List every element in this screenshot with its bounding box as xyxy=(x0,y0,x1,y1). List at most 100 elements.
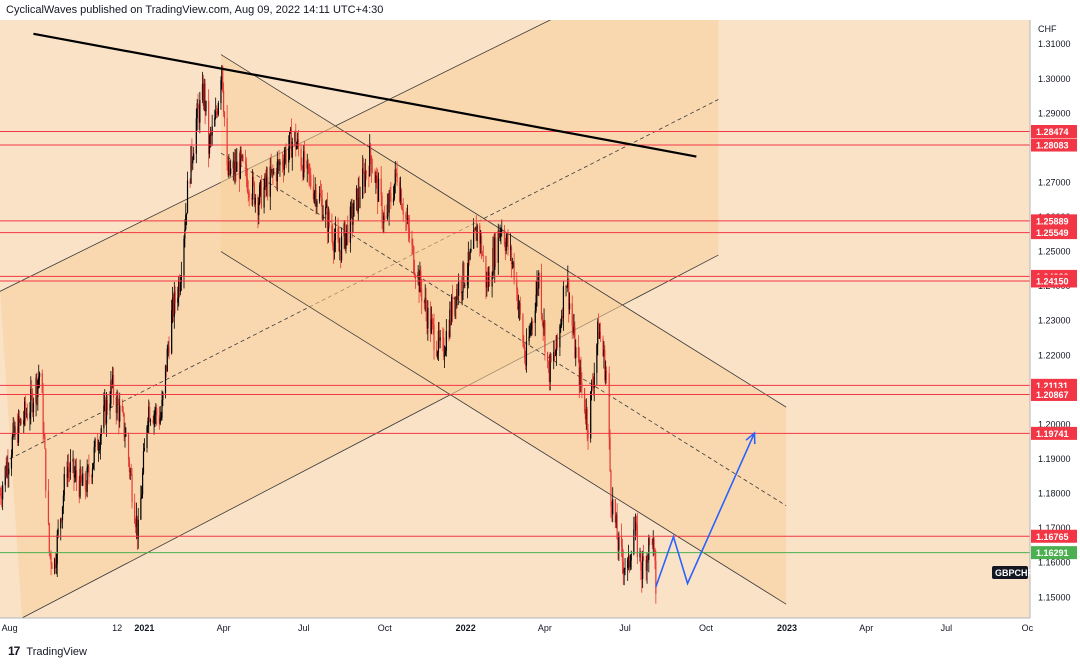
candle-body xyxy=(74,475,76,478)
candle-body xyxy=(599,331,601,339)
time-tick-label: 2021 xyxy=(134,623,154,633)
candle-body xyxy=(130,470,132,475)
candle-body xyxy=(353,200,355,217)
candle-body xyxy=(475,227,477,241)
candle-body xyxy=(500,231,502,232)
candle-body xyxy=(468,251,470,260)
candle-body xyxy=(24,401,27,415)
candle-body xyxy=(571,303,573,326)
candle-body xyxy=(69,461,72,473)
falling-channel-center-line xyxy=(220,152,787,506)
candle-body xyxy=(497,230,499,263)
gbpchf-chart[interactable]: CHF 1.310001.300001.290001.280001.270001… xyxy=(0,20,1080,638)
candle-body xyxy=(590,384,593,392)
candle-body xyxy=(238,161,241,179)
candle-body xyxy=(94,438,96,447)
candle-body xyxy=(411,238,413,246)
candle-body xyxy=(177,297,179,303)
candle-body xyxy=(29,412,31,419)
candle-body xyxy=(629,560,631,568)
candle-body xyxy=(285,150,287,163)
price-tick-label: 1.27000 xyxy=(1038,177,1071,187)
candle-body xyxy=(535,294,537,311)
candle-body xyxy=(322,214,324,220)
candle-body xyxy=(315,189,317,207)
candle-body xyxy=(30,389,32,413)
candle-body xyxy=(506,235,508,242)
candle-body xyxy=(165,365,167,372)
candle-body xyxy=(448,331,450,337)
candle-body xyxy=(75,470,77,476)
price-tick-label: 1.22000 xyxy=(1038,350,1071,360)
candle-body xyxy=(536,281,538,295)
candle-body xyxy=(437,330,440,353)
candle-body xyxy=(78,480,80,497)
candle-body xyxy=(394,169,396,184)
candle-body xyxy=(376,175,378,176)
time-tick-label: Jul xyxy=(298,623,310,633)
candle-body xyxy=(368,173,370,176)
candle-body xyxy=(75,470,78,481)
candle-body xyxy=(245,161,247,165)
candle-body xyxy=(240,150,242,159)
candle-body xyxy=(269,166,271,197)
currency-label: CHF xyxy=(1038,24,1057,34)
candle-body xyxy=(642,556,644,579)
candle-body xyxy=(561,316,564,319)
projection-path xyxy=(655,432,756,588)
candle-body xyxy=(482,255,484,257)
candle-body xyxy=(61,518,63,521)
candle-body xyxy=(498,230,500,238)
time-tick-label: Apr xyxy=(217,623,231,633)
time-tick-label: Apr xyxy=(538,623,552,633)
time-axis[interactable] xyxy=(0,618,1030,638)
candle-body xyxy=(340,250,342,261)
candle-body xyxy=(99,436,101,450)
trend-lines xyxy=(33,32,697,158)
candle-body xyxy=(541,314,543,322)
candle-body xyxy=(241,155,243,159)
candle-body xyxy=(137,519,139,539)
candle-body xyxy=(239,150,241,179)
candle-body xyxy=(455,296,457,306)
candle-body xyxy=(192,159,194,164)
candle-body xyxy=(554,354,557,356)
candle-body xyxy=(405,214,407,219)
candle-body xyxy=(67,467,69,478)
candle-body xyxy=(327,211,329,232)
candle-body xyxy=(203,83,205,106)
candle-body xyxy=(62,495,64,507)
candle-body xyxy=(480,236,483,255)
candle-body xyxy=(357,187,359,212)
candle-body xyxy=(325,207,327,215)
candle-body xyxy=(653,538,655,549)
candle-body xyxy=(345,232,347,249)
candle-body xyxy=(227,164,229,175)
candle-body xyxy=(431,319,433,321)
candle-body xyxy=(273,172,275,174)
candle-body xyxy=(222,66,224,91)
candle-body xyxy=(406,218,408,221)
candle-body xyxy=(234,161,236,175)
candle-body xyxy=(364,171,366,187)
candle-body xyxy=(414,272,416,277)
price-tick-label: 1.23000 xyxy=(1038,316,1071,326)
candle-body xyxy=(160,417,162,419)
candle-body xyxy=(586,409,588,431)
candle-body xyxy=(88,466,90,477)
candle-body xyxy=(654,548,656,561)
candle-body xyxy=(0,493,2,498)
candle-body xyxy=(191,146,193,164)
candle-body xyxy=(414,276,417,279)
candle-body xyxy=(439,337,441,341)
candle-body xyxy=(216,112,219,115)
candle-body xyxy=(57,528,59,535)
candle-body xyxy=(84,473,86,491)
candle-body xyxy=(469,251,471,260)
candle-body xyxy=(549,354,551,383)
candle-body xyxy=(2,485,4,500)
candle-body xyxy=(461,292,463,294)
candle-body xyxy=(605,371,608,374)
candle-body xyxy=(655,560,657,594)
candle-body xyxy=(179,282,182,292)
